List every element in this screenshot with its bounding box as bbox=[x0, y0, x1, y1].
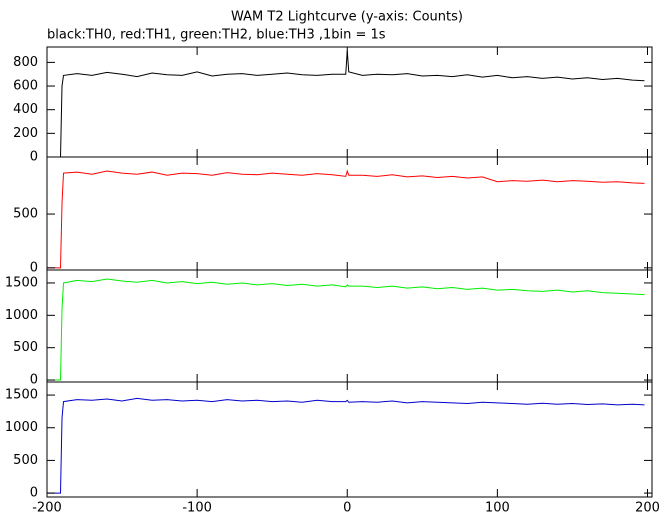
y-tick-label: 200 bbox=[13, 126, 38, 141]
x-tick-label: 200 bbox=[635, 501, 660, 515]
y-tick-label: 0 bbox=[30, 486, 38, 501]
x-tick-label: -100 bbox=[182, 501, 212, 515]
y-tick-label: 500 bbox=[13, 207, 38, 222]
chart-subtitle: black:TH0, red:TH1, green:TH2, blue:TH3 … bbox=[47, 28, 386, 43]
chart-title: WAM T2 Lightcurve (y-axis: Counts) bbox=[231, 10, 463, 25]
y-tick-label: 500 bbox=[13, 340, 38, 355]
panel-frame bbox=[46, 381, 653, 498]
y-tick-label: 1000 bbox=[5, 308, 38, 323]
y-tick-label: 500 bbox=[13, 453, 38, 468]
light-curve bbox=[47, 169, 645, 269]
y-tick-label: 0 bbox=[30, 260, 38, 275]
x-tick-label: 100 bbox=[485, 501, 510, 515]
light-curve bbox=[47, 397, 645, 494]
light-curve bbox=[47, 50, 645, 158]
y-tick-label: 1500 bbox=[5, 388, 38, 403]
light-curve bbox=[47, 278, 645, 381]
y-tick-label: 0 bbox=[30, 150, 38, 165]
y-tick-label: 0 bbox=[30, 373, 38, 388]
panel-frame bbox=[46, 269, 653, 383]
y-tick-label: 1000 bbox=[5, 420, 38, 435]
x-tick-label: 0 bbox=[343, 501, 351, 515]
panel-frame bbox=[46, 46, 653, 158]
y-tick-label: 1500 bbox=[5, 275, 38, 290]
y-tick-label: 600 bbox=[13, 79, 38, 94]
y-tick-label: 400 bbox=[13, 102, 38, 117]
y-tick-label: 800 bbox=[13, 55, 38, 70]
x-tick-label: -200 bbox=[32, 501, 62, 515]
